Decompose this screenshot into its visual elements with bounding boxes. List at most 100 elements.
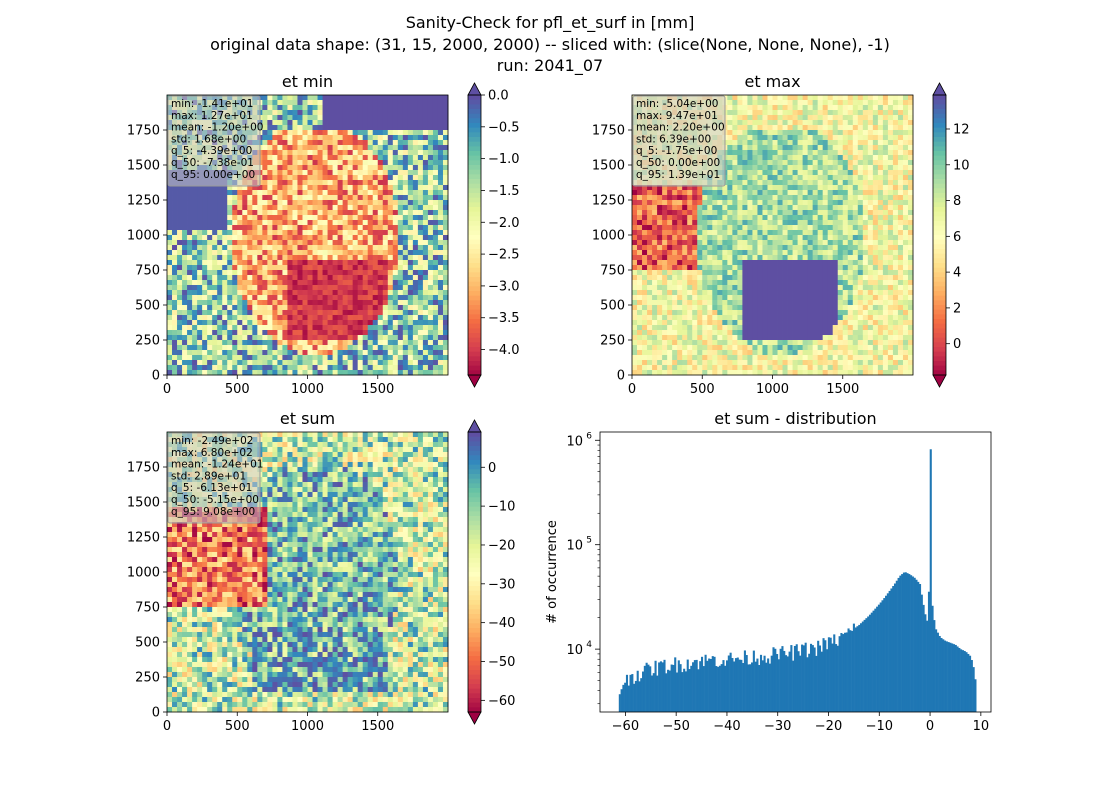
heatmap-cell	[892, 135, 899, 141]
heatmap-cell	[302, 190, 308, 196]
heatmap-cell	[167, 340, 173, 346]
heatmap-cell	[867, 230, 874, 236]
heatmap-cell	[802, 235, 809, 241]
heatmap-cell	[757, 115, 763, 121]
heatmap-cell	[197, 290, 203, 296]
heatmap-cell	[782, 175, 788, 181]
heatmap-cell	[812, 145, 819, 151]
heatmap-cell	[867, 190, 874, 196]
heatmap-cell	[347, 245, 354, 251]
heatmap-cell	[437, 155, 444, 161]
heatmap-cell	[267, 285, 273, 291]
heatmap-cell	[352, 285, 359, 291]
heatmap-cell	[837, 165, 844, 171]
heatmap-cell	[762, 190, 768, 196]
heatmap-cell	[322, 240, 328, 246]
heatmap-cell	[302, 360, 308, 366]
heatmap-cell	[737, 120, 743, 126]
heatmap-cell	[367, 150, 374, 156]
heatmap-cell	[247, 370, 253, 376]
heatmap-cell	[667, 225, 673, 231]
heatmap-cell	[367, 225, 374, 231]
heatmap-cell	[432, 130, 439, 136]
heatmap-cell	[347, 225, 354, 231]
heatmap-cell	[767, 180, 773, 186]
heatmap-cell	[812, 245, 819, 251]
heatmap-cell	[687, 240, 693, 246]
heatmap-cell	[282, 265, 288, 271]
heatmap-cell	[792, 155, 798, 161]
heatmap-cell	[242, 360, 248, 366]
heatmap-cell	[242, 245, 248, 251]
heatmap-cell	[777, 220, 783, 226]
heatmap-cell	[297, 190, 303, 196]
heatmap-cell	[282, 195, 288, 201]
colorbar-step	[468, 211, 481, 217]
heatmap-cell	[307, 265, 313, 271]
heatmap-cell	[747, 125, 753, 131]
heatmap-cell	[422, 235, 429, 241]
heatmap-cell	[387, 205, 394, 211]
heatmap-cell	[852, 130, 859, 136]
heatmap-cell	[427, 165, 434, 171]
heatmap-cell	[377, 120, 384, 126]
heatmap-cell	[812, 220, 819, 226]
heatmap-cell	[647, 205, 653, 211]
heatmap-cell	[832, 180, 839, 186]
heatmap-cell	[732, 160, 738, 166]
heatmap-cell	[632, 185, 638, 191]
heatmap-cell	[307, 355, 313, 361]
colorbar-step	[468, 132, 481, 138]
heatmap-cell	[217, 265, 223, 271]
heatmap-cell	[207, 335, 213, 341]
heatmap-cell	[812, 200, 819, 206]
heatmap-cell	[387, 135, 394, 141]
heatmap-cell	[432, 365, 439, 371]
heatmap-cell	[262, 185, 268, 191]
heatmap-cell	[217, 365, 223, 371]
heatmap-cell	[297, 155, 303, 161]
heatmap-cell	[227, 185, 233, 191]
heatmap-cell	[832, 135, 839, 141]
heatmap-cell	[362, 240, 369, 246]
heatmap-cell	[357, 245, 364, 251]
heatmap-cell	[187, 370, 193, 376]
heatmap-cell	[232, 295, 238, 301]
heatmap-cell	[422, 135, 429, 141]
heatmap-cell	[287, 295, 293, 301]
heatmap-cell	[282, 120, 288, 126]
heatmap-cell	[392, 370, 399, 376]
heatmap-cell	[332, 235, 339, 241]
heatmap-cell	[797, 195, 804, 201]
heatmap-cell	[352, 140, 359, 146]
heatmap-cell	[267, 155, 273, 161]
heatmap-cell	[432, 355, 439, 361]
heatmap-cell	[772, 185, 778, 191]
heatmap-cell	[212, 235, 218, 241]
heatmap-cell	[402, 370, 409, 376]
heatmap-cell	[792, 190, 798, 196]
heatmap-cell	[227, 345, 233, 351]
heatmap-cell	[282, 215, 288, 221]
heatmap-cell	[262, 300, 268, 306]
colorbar-step	[468, 155, 481, 161]
heatmap-cell	[172, 310, 178, 316]
heatmap-cell	[802, 130, 809, 136]
heatmap-cell	[312, 145, 318, 151]
heatmap-cell	[722, 245, 728, 251]
heatmap-cell	[407, 330, 414, 336]
heatmap-cell	[437, 235, 444, 241]
heatmap-cell	[437, 135, 444, 141]
heatmap-cell	[327, 250, 333, 256]
heatmap-cell	[427, 230, 434, 236]
heatmap-cell	[427, 140, 434, 146]
heatmap-cell	[252, 310, 258, 316]
heatmap-cell	[277, 210, 283, 216]
heatmap-cell	[872, 95, 879, 101]
heatmap-cell	[902, 170, 909, 176]
heatmap-cell	[257, 295, 263, 301]
heatmap-cell	[212, 295, 218, 301]
y-tick-label: 1750	[127, 124, 160, 139]
heatmap-cell	[367, 315, 374, 321]
